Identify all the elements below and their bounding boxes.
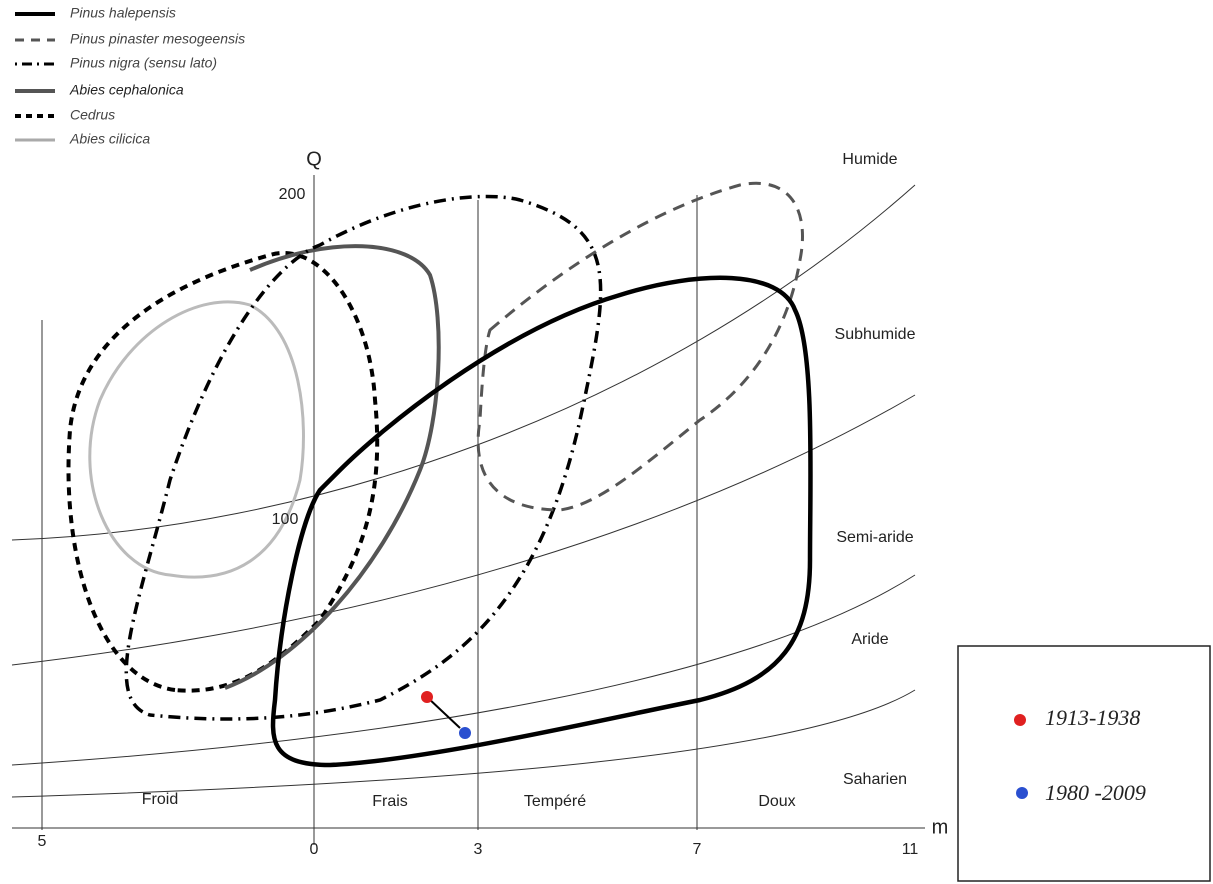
pinus-halepensis — [270, 275, 813, 768]
period-legend — [957, 645, 1211, 882]
zone-label: Aride — [851, 631, 888, 648]
cedrus — [66, 251, 380, 693]
legend-label: Abies cilicica — [69, 131, 150, 147]
y-tick-label: 100 — [272, 511, 299, 528]
legend-label: Pinus halepensis — [70, 5, 176, 21]
pinus-nigra — [124, 194, 603, 721]
point-1980 — [459, 727, 471, 739]
x-label: m — [932, 816, 949, 838]
zone-boundary — [11, 574, 916, 766]
pinus-pinaster — [476, 181, 804, 512]
legend-label: Pinus nigra (sensu lato) — [70, 55, 217, 71]
abies-cilicica — [88, 300, 305, 579]
legend-label: Cedrus — [70, 107, 115, 123]
point-1913 — [421, 691, 433, 703]
zone-label: Humide — [842, 151, 897, 168]
period-label: 1980 -2009 — [1045, 780, 1146, 805]
temperature-label: Tempéré — [524, 793, 586, 810]
shift-arrow — [426, 696, 461, 729]
y-label: Q — [306, 148, 322, 170]
zone-boundary — [11, 184, 916, 541]
species-legend: Pinus halepensis Pinus pinaster mesogeen… — [15, 5, 245, 147]
zone-boundary — [11, 394, 916, 666]
zone-label: Subhumide — [835, 326, 916, 343]
abies-cephalonica — [224, 244, 441, 690]
legend-label: Pinus pinaster mesogeensis — [70, 31, 245, 47]
legend-label: Abies cephalonica — [69, 82, 184, 98]
zone-label: Semi-aride — [836, 529, 913, 546]
x-tick-label: 5 — [38, 833, 47, 850]
x-tick-label: 3 — [474, 841, 483, 858]
zone-boundary — [11, 689, 916, 798]
x-tick-label: 0 — [310, 841, 319, 858]
temperature-label: Froid — [142, 791, 178, 808]
x-tick-label: 7 — [693, 841, 702, 858]
temperature-label: Doux — [758, 793, 795, 810]
legend-marker — [1014, 714, 1026, 726]
zone-label: Saharien — [843, 771, 907, 788]
legend-marker — [1016, 787, 1028, 799]
temperature-label: Frais — [372, 793, 408, 810]
y-tick-label: 200 — [279, 186, 306, 203]
x-tick-label: 11 — [902, 841, 919, 858]
period-label: 1913-1938 — [1045, 705, 1140, 730]
